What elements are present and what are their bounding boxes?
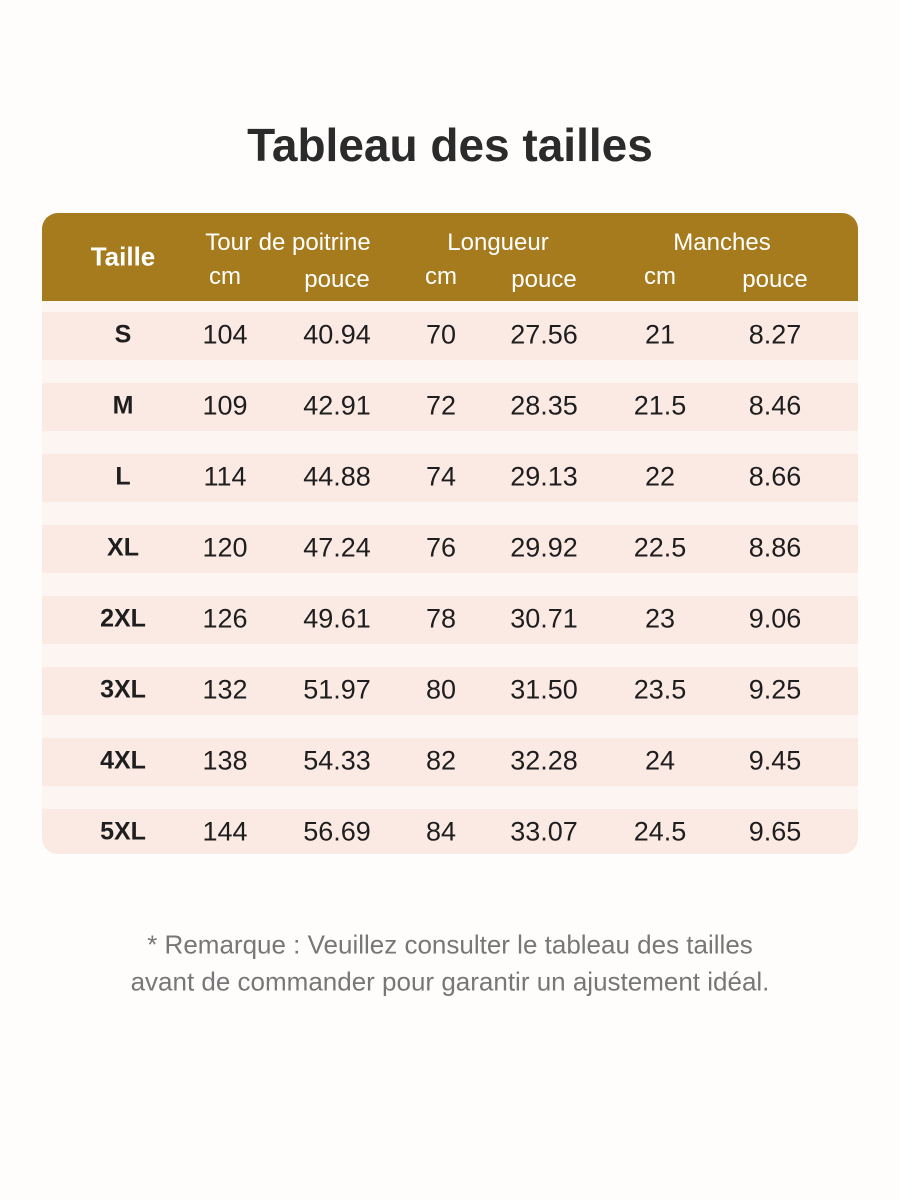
value-cell: 44.88 (303, 461, 371, 492)
value-cell: 72 (425, 390, 457, 421)
table-row: 3XL 132 51.97 80 31.50 23.5 9.25 (42, 667, 858, 715)
value-cell: 109 (202, 390, 248, 421)
value-cell: 82 (425, 745, 457, 776)
size-cell: 2XL (100, 604, 146, 633)
header-cell: Taille (90, 241, 156, 272)
value-cell: 31.50 (510, 674, 578, 705)
size-cell: S (114, 320, 132, 349)
value-cell: 84 (425, 816, 457, 847)
size-cell: M (112, 391, 134, 420)
value-cell: 24 (644, 745, 676, 776)
header-unit: pouce (304, 266, 370, 293)
table-row: S 104 40.94 70 27.56 21 8.27 (42, 312, 858, 360)
value-cell: 114 (203, 461, 247, 492)
value-cell: 51.97 (303, 674, 371, 705)
value-cell: 28.35 (510, 390, 578, 421)
value-cell: 21 (644, 319, 676, 350)
size-cell: XL (107, 533, 139, 562)
value-cell: 78 (425, 603, 457, 634)
header-group: Tour de poitrine (205, 229, 371, 256)
header-group: Manches (673, 229, 771, 256)
table-row: 5XL 144 56.69 84 33.07 24.5 9.65 (42, 809, 858, 854)
value-cell: 33.07 (510, 816, 578, 847)
value-cell: 8.27 (748, 319, 802, 350)
value-cell: 27.56 (510, 319, 578, 350)
note-line: * Remarque : Veuillez consulter le table… (147, 929, 753, 960)
header-unit: cm (425, 263, 457, 290)
value-cell: 42.91 (303, 390, 371, 421)
size-cell: 5XL (100, 817, 146, 846)
size-table: Taille Tour de poitrine cm pouce Longueur cm p… (42, 213, 858, 854)
value-cell: 21.5 (633, 390, 687, 421)
header-group: Longueur (447, 229, 549, 256)
value-cell: 30.71 (510, 603, 578, 634)
value-cell: 132 (202, 674, 248, 705)
table-row: XL 120 47.24 76 29.92 22.5 8.86 (42, 525, 858, 573)
value-cell: 144 (202, 816, 248, 847)
value-cell: 8.66 (748, 461, 802, 492)
table-row: L 114 44.88 74 29.13 22 8.66 (42, 454, 858, 502)
value-cell: 138 (202, 745, 248, 776)
value-cell: 9.45 (748, 745, 802, 776)
value-cell: 76 (425, 532, 457, 563)
value-cell: 29.13 (510, 461, 578, 492)
value-cell: 9.65 (748, 816, 802, 847)
value-cell: 104 (202, 319, 248, 350)
header-unit: cm (209, 263, 241, 290)
note-line: avant de commander pour garantir un ajus… (130, 966, 770, 997)
value-cell: 23 (644, 603, 676, 634)
value-cell: 74 (425, 461, 457, 492)
value-cell: 9.25 (748, 674, 802, 705)
value-cell: 56.69 (303, 816, 371, 847)
value-cell: 54.33 (303, 745, 371, 776)
value-cell: 24.5 (633, 816, 687, 847)
value-cell: 40.94 (303, 319, 371, 350)
header-unit: pouce (742, 266, 808, 293)
value-cell: 29.92 (510, 532, 578, 563)
value-cell: 8.86 (748, 532, 802, 563)
value-cell: 126 (202, 603, 248, 634)
value-cell: 70 (425, 319, 457, 350)
table-row: 2XL 126 49.61 78 30.71 23 9.06 (42, 596, 858, 644)
value-cell: 9.06 (748, 603, 802, 634)
value-cell: 49.61 (303, 603, 371, 634)
value-cell: 8.46 (748, 390, 802, 421)
value-cell: 47.24 (303, 532, 371, 563)
value-cell: 22 (644, 461, 676, 492)
header-unit: pouce (511, 266, 577, 293)
size-cell: 4XL (100, 746, 146, 775)
value-cell: 22.5 (633, 532, 687, 563)
value-cell: 120 (202, 532, 248, 563)
value-cell: 32.28 (510, 745, 578, 776)
size-cell: 3XL (100, 675, 146, 704)
table-row: 4XL 138 54.33 82 32.28 24 9.45 (42, 738, 858, 786)
title: Tableau des tailles (247, 119, 653, 171)
table-row: M 109 42.91 72 28.35 21.5 8.46 (42, 383, 858, 431)
value-cell: 80 (425, 674, 457, 705)
size-cell: L (115, 462, 131, 491)
header-unit: cm (644, 263, 676, 290)
table-header (42, 213, 858, 301)
value-cell: 23.5 (633, 674, 687, 705)
